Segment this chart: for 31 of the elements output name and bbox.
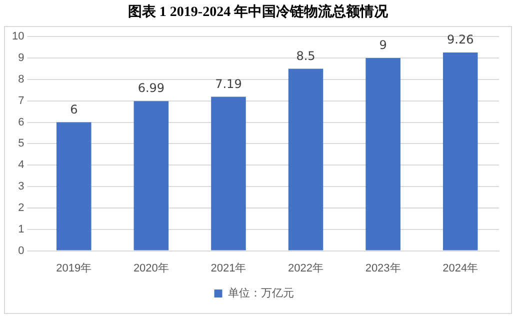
bar [366,58,400,250]
y-tick-label: 0 [18,244,24,257]
data-label: 9 [379,38,387,52]
y-tick-label: 10 [12,30,24,43]
data-label: 8.5 [296,48,316,63]
y-tick-label: 7 [18,94,24,107]
y-tick-label: 6 [18,116,24,128]
bar [211,96,246,250]
x-tick-label: 2019年 [56,262,92,274]
data-label: 7.19 [215,76,242,91]
y-tick-label: 8 [18,73,24,86]
x-tick-label: 2023年 [365,262,401,274]
x-tick-label: 2021年 [210,262,246,274]
y-tick-label: 1 [18,223,24,236]
data-label: 6 [70,102,78,116]
y-tick-label: 5 [18,138,24,150]
y-tick-label: 9 [18,52,24,64]
data-label: 6.99 [138,81,165,96]
y-tick-label: 2 [18,202,24,214]
y-tick-label: 4 [18,159,24,172]
x-tick-label: 2022年 [288,262,324,274]
bar [56,122,92,250]
bar [288,68,324,250]
x-tick-label: 2020年 [133,262,169,274]
y-tick-label: 3 [18,180,24,193]
bar [134,101,169,250]
bar [442,52,478,250]
x-tick-label: 2024年 [442,262,478,274]
data-label: 9.26 [446,32,474,47]
legend-label: 单位：万亿元 [228,286,294,300]
chart-title: 图表 1 2019-2024 年中国冷链物流总额情况 [126,2,390,22]
